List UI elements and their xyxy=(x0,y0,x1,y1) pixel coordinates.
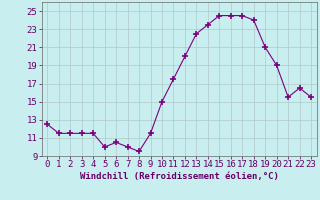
X-axis label: Windchill (Refroidissement éolien,°C): Windchill (Refroidissement éolien,°C) xyxy=(80,172,279,181)
